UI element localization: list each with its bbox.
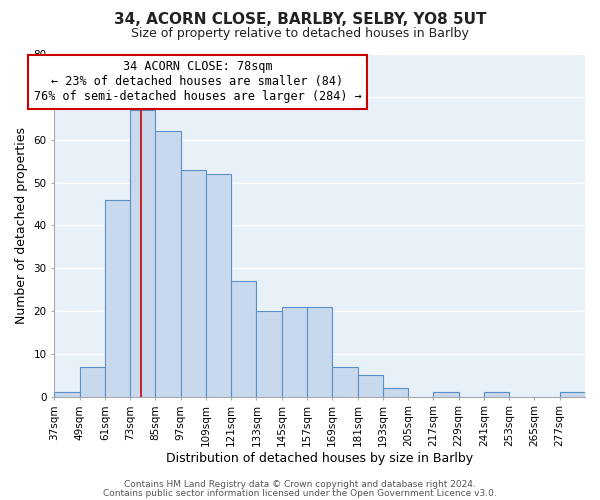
Text: 34, ACORN CLOSE, BARLBY, SELBY, YO8 5UT: 34, ACORN CLOSE, BARLBY, SELBY, YO8 5UT — [114, 12, 486, 28]
Bar — [206, 174, 231, 396]
Bar — [560, 392, 585, 396]
Y-axis label: Number of detached properties: Number of detached properties — [15, 127, 28, 324]
Text: Contains public sector information licensed under the Open Government Licence v3: Contains public sector information licen… — [103, 488, 497, 498]
Bar — [155, 131, 181, 396]
Bar — [484, 392, 509, 396]
Text: Size of property relative to detached houses in Barlby: Size of property relative to detached ho… — [131, 28, 469, 40]
Bar — [307, 306, 332, 396]
Bar — [256, 311, 282, 396]
Text: Contains HM Land Registry data © Crown copyright and database right 2024.: Contains HM Land Registry data © Crown c… — [124, 480, 476, 489]
Bar — [332, 366, 358, 396]
Bar — [383, 388, 408, 396]
Bar — [358, 376, 383, 396]
Bar — [55, 392, 80, 396]
Bar — [231, 281, 256, 396]
Bar — [181, 170, 206, 396]
Bar — [130, 110, 155, 397]
Bar — [282, 306, 307, 396]
Text: 34 ACORN CLOSE: 78sqm
← 23% of detached houses are smaller (84)
76% of semi-deta: 34 ACORN CLOSE: 78sqm ← 23% of detached … — [34, 60, 361, 104]
Bar — [105, 200, 130, 396]
Bar — [80, 366, 105, 396]
Bar — [433, 392, 458, 396]
X-axis label: Distribution of detached houses by size in Barlby: Distribution of detached houses by size … — [166, 452, 473, 465]
